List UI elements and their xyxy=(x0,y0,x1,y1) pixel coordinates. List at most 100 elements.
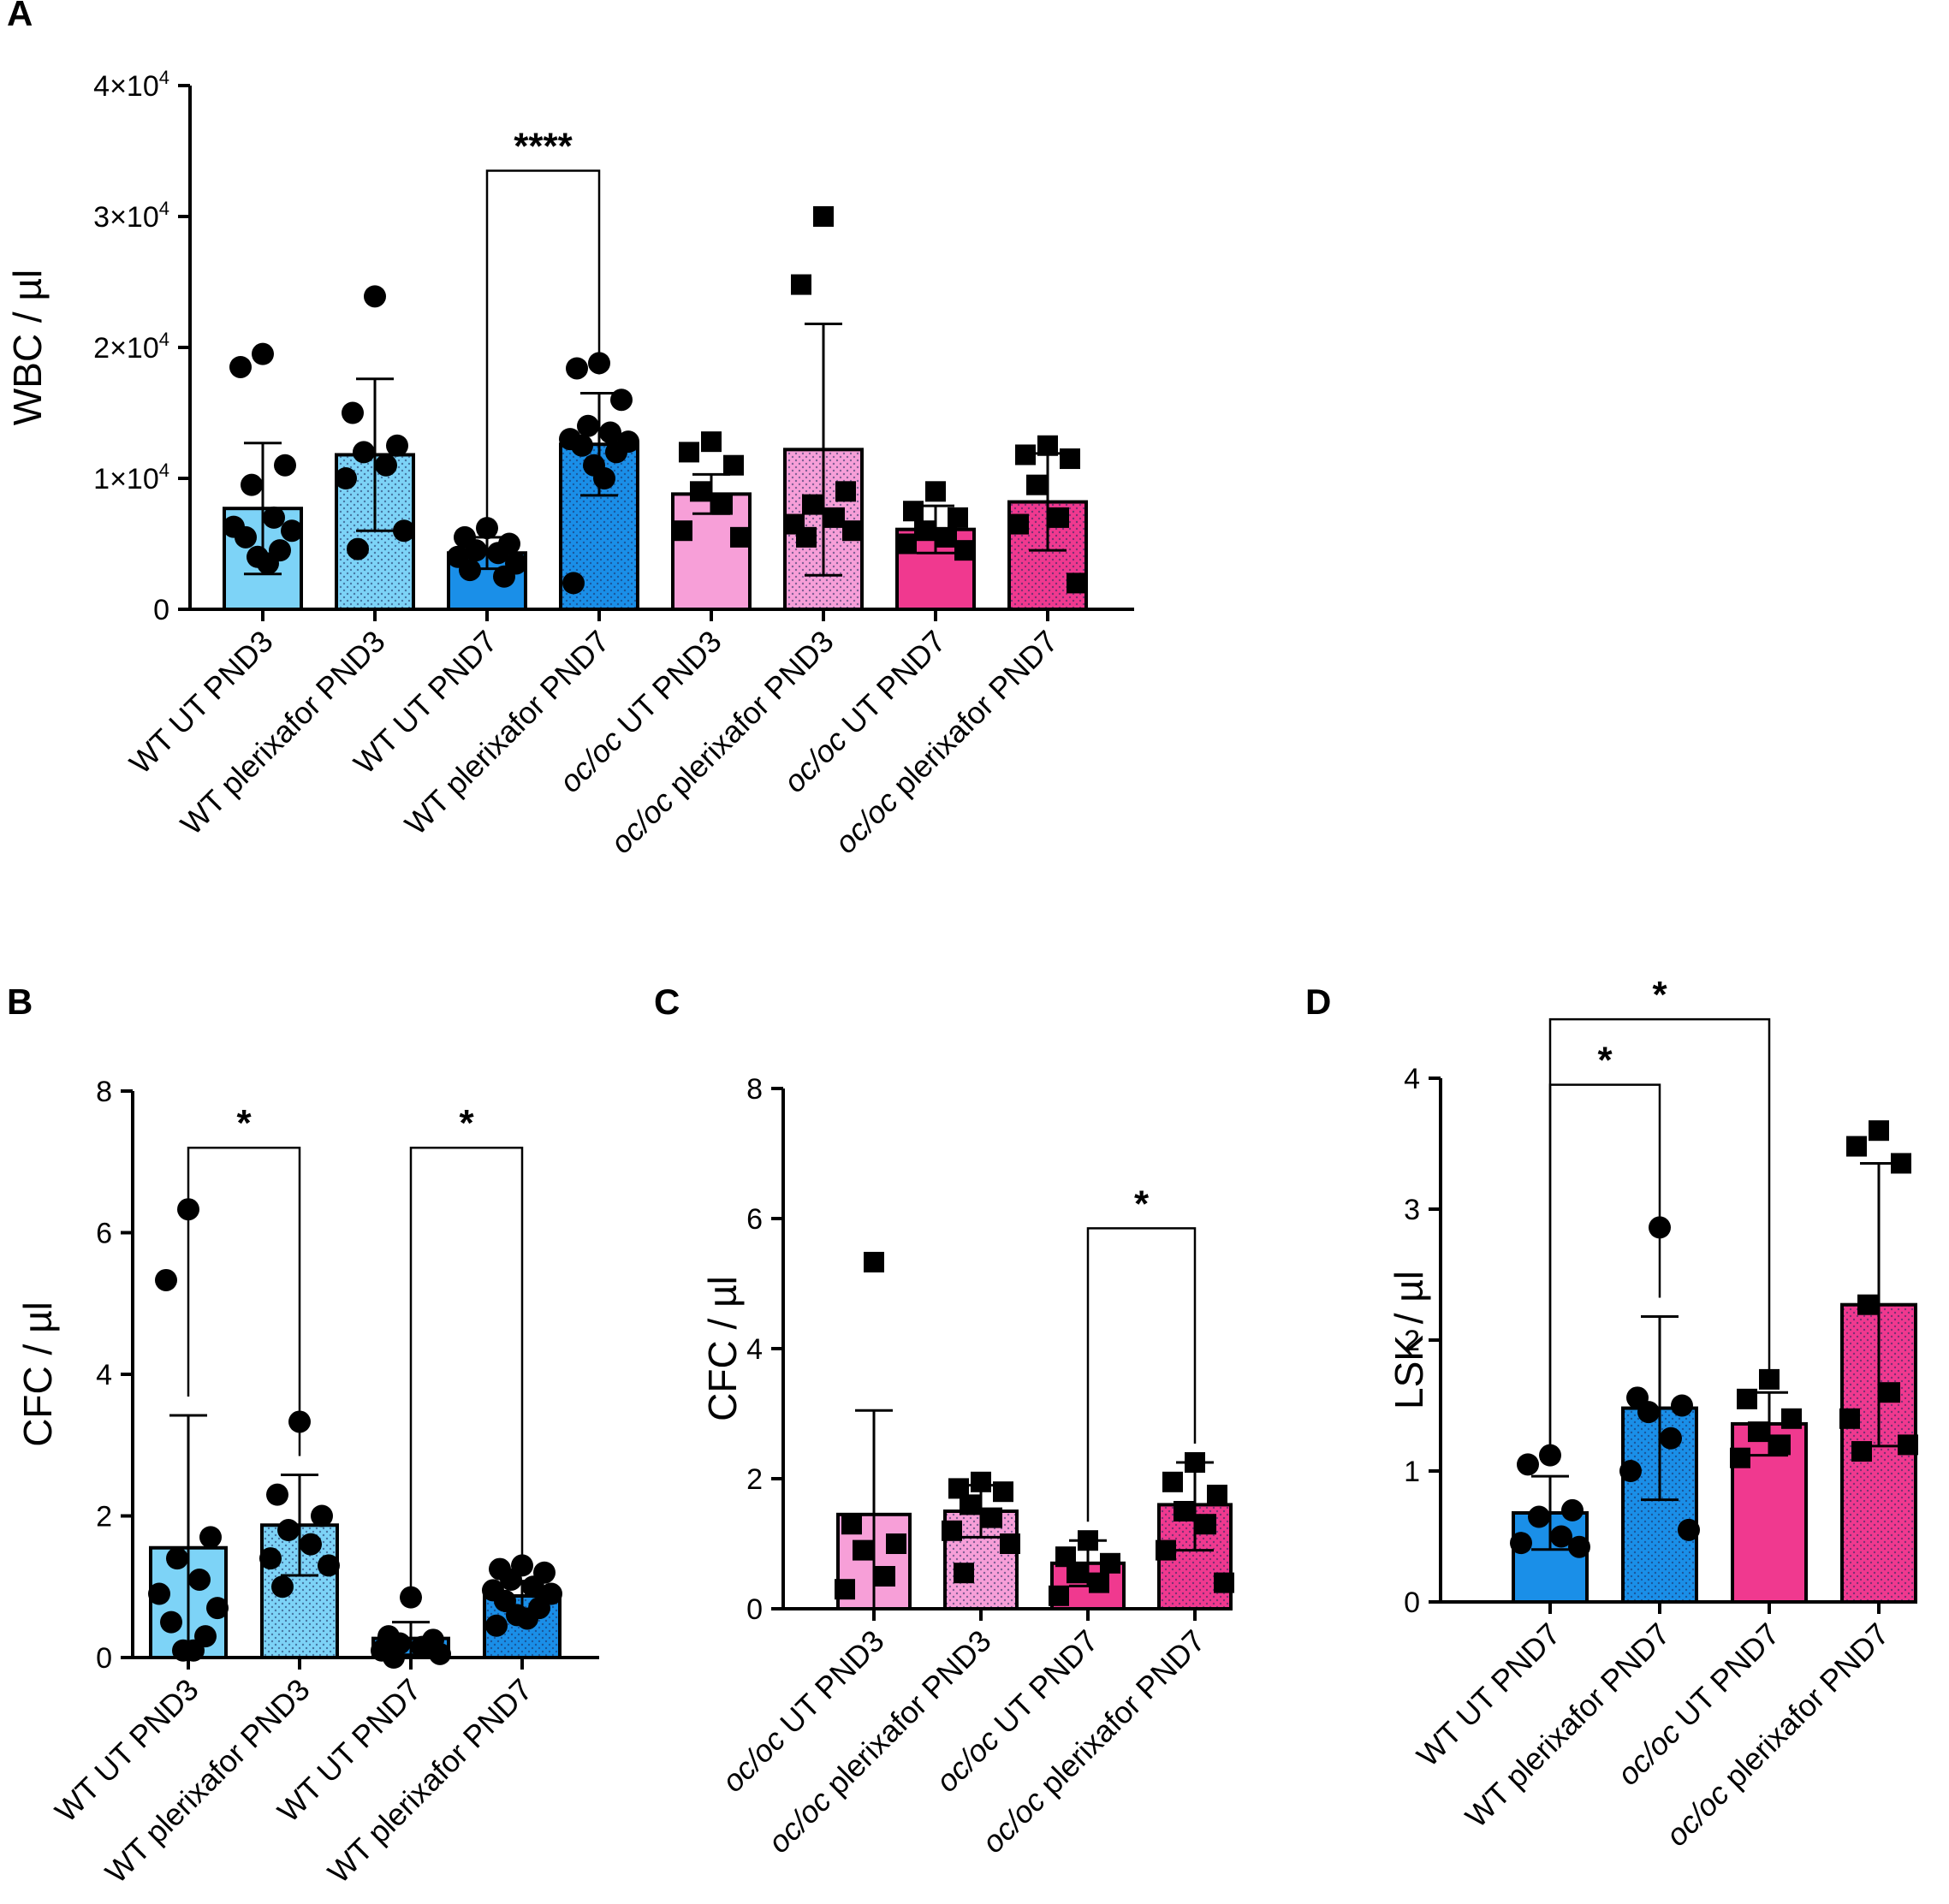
data-point xyxy=(1049,507,1069,528)
y-axis-label: WBC / µl xyxy=(5,270,50,425)
y-tick-label: 4 xyxy=(746,1333,763,1366)
data-point xyxy=(577,414,599,437)
data-point xyxy=(160,1610,182,1634)
data-point xyxy=(235,525,257,549)
y-tick-label: 3×104 xyxy=(93,198,169,234)
y-tick-label: 4×104 xyxy=(93,67,169,103)
data-point xyxy=(896,533,917,555)
data-point xyxy=(835,481,856,502)
data-point xyxy=(155,1268,177,1291)
y-axis-label: LSK / µl xyxy=(1387,1271,1431,1409)
y-tick-label: 0 xyxy=(96,1642,112,1675)
data-point xyxy=(1851,1441,1872,1462)
y-tick-label: 6 xyxy=(96,1218,112,1250)
data-point xyxy=(1846,1136,1867,1157)
significance-label: * xyxy=(1597,1040,1613,1082)
data-point xyxy=(1857,1294,1878,1315)
significance-label: * xyxy=(459,1102,474,1144)
data-point xyxy=(903,501,924,522)
data-point xyxy=(1678,1518,1700,1541)
x-tick-label: WT plerixafor PND7 xyxy=(1459,1616,1677,1835)
data-point xyxy=(393,519,415,543)
data-point xyxy=(925,481,946,502)
data-point xyxy=(960,1494,980,1515)
data-point xyxy=(342,401,364,424)
data-point xyxy=(1891,1153,1911,1174)
x-tick-label: oc/oc plerixafor PND7 xyxy=(828,624,1065,861)
data-point xyxy=(1748,1421,1768,1443)
data-point xyxy=(1026,474,1047,495)
data-point xyxy=(701,431,722,453)
data-point xyxy=(875,1566,895,1587)
panel-letter: B xyxy=(7,982,33,1022)
y-tick-label: 2 xyxy=(96,1501,112,1533)
data-point xyxy=(610,389,633,412)
data-point xyxy=(259,1547,282,1570)
data-point xyxy=(1185,1452,1205,1473)
data-point xyxy=(679,442,699,463)
x-tick-label: oc/oc plerixafor PND3 xyxy=(603,624,841,861)
data-point xyxy=(1207,1485,1227,1505)
data-point xyxy=(824,507,845,528)
data-point xyxy=(1550,1525,1572,1548)
data-point xyxy=(1770,1434,1791,1456)
data-point xyxy=(982,1507,1002,1528)
data-point xyxy=(813,206,834,227)
data-point xyxy=(252,342,274,365)
data-point xyxy=(1089,1572,1109,1593)
x-tick-label: WT plerixafor PND3 xyxy=(174,624,392,842)
data-point xyxy=(1730,1447,1750,1468)
data-point xyxy=(166,1547,188,1570)
data-point xyxy=(853,1539,873,1561)
data-point xyxy=(1869,1120,1889,1142)
data-point xyxy=(1196,1514,1216,1535)
data-point xyxy=(971,1471,991,1492)
panel-letter: C xyxy=(654,982,680,1022)
y-tick-label: 4 xyxy=(1404,1063,1420,1095)
data-point xyxy=(375,454,397,477)
y-tick-label: 6 xyxy=(746,1203,763,1236)
data-point xyxy=(566,357,588,380)
y-axis-label: CFC / µl xyxy=(15,1302,60,1447)
y-tick-label: 1 xyxy=(1404,1456,1420,1488)
data-point xyxy=(459,559,481,582)
y-tick-label: 3 xyxy=(1404,1194,1420,1226)
data-point xyxy=(1078,1530,1098,1551)
data-point xyxy=(791,274,811,295)
data-point xyxy=(1561,1498,1584,1521)
data-point xyxy=(1671,1394,1693,1417)
data-point xyxy=(936,526,957,548)
data-point xyxy=(886,1533,906,1554)
data-point xyxy=(386,434,408,457)
y-tick-label: 0 xyxy=(1404,1587,1420,1619)
data-point xyxy=(476,517,498,540)
data-point xyxy=(1510,1532,1532,1555)
data-point xyxy=(383,1646,405,1669)
data-point xyxy=(311,1504,333,1527)
data-point xyxy=(274,454,296,477)
data-point xyxy=(948,507,968,528)
y-tick-label: 8 xyxy=(96,1076,112,1108)
significance-label: **** xyxy=(514,125,573,167)
data-point xyxy=(277,1519,300,1542)
data-point xyxy=(1214,1572,1234,1593)
data-point xyxy=(730,526,751,548)
data-point xyxy=(954,1563,974,1584)
data-point xyxy=(263,506,285,529)
data-point xyxy=(914,520,935,542)
data-point xyxy=(1517,1453,1539,1476)
data-point xyxy=(796,526,817,548)
data-point xyxy=(954,540,975,561)
data-point xyxy=(266,1483,288,1506)
significance-label: * xyxy=(1652,974,1667,1016)
data-point xyxy=(241,473,263,496)
data-point xyxy=(1174,1501,1194,1521)
data-point xyxy=(1067,572,1087,594)
data-point xyxy=(1008,513,1029,535)
data-point xyxy=(802,494,823,515)
data-point xyxy=(257,552,279,575)
data-point xyxy=(593,467,615,489)
data-point xyxy=(318,1554,340,1577)
